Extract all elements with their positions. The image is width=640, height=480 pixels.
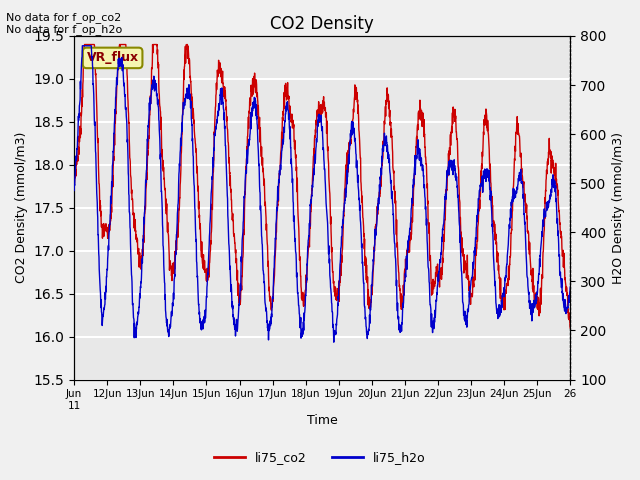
- Title: CO2 Density: CO2 Density: [270, 15, 374, 33]
- Y-axis label: CO2 Density (mmol/m3): CO2 Density (mmol/m3): [15, 132, 28, 283]
- Legend: li75_co2, li75_h2o: li75_co2, li75_h2o: [209, 446, 431, 469]
- Text: No data for f_op_h2o: No data for f_op_h2o: [6, 24, 123, 35]
- Text: No data for f_op_co2: No data for f_op_co2: [6, 12, 122, 23]
- Y-axis label: H2O Density (mmol/m3): H2O Density (mmol/m3): [612, 132, 625, 284]
- Text: VR_flux: VR_flux: [86, 51, 139, 64]
- X-axis label: Time: Time: [307, 414, 338, 427]
